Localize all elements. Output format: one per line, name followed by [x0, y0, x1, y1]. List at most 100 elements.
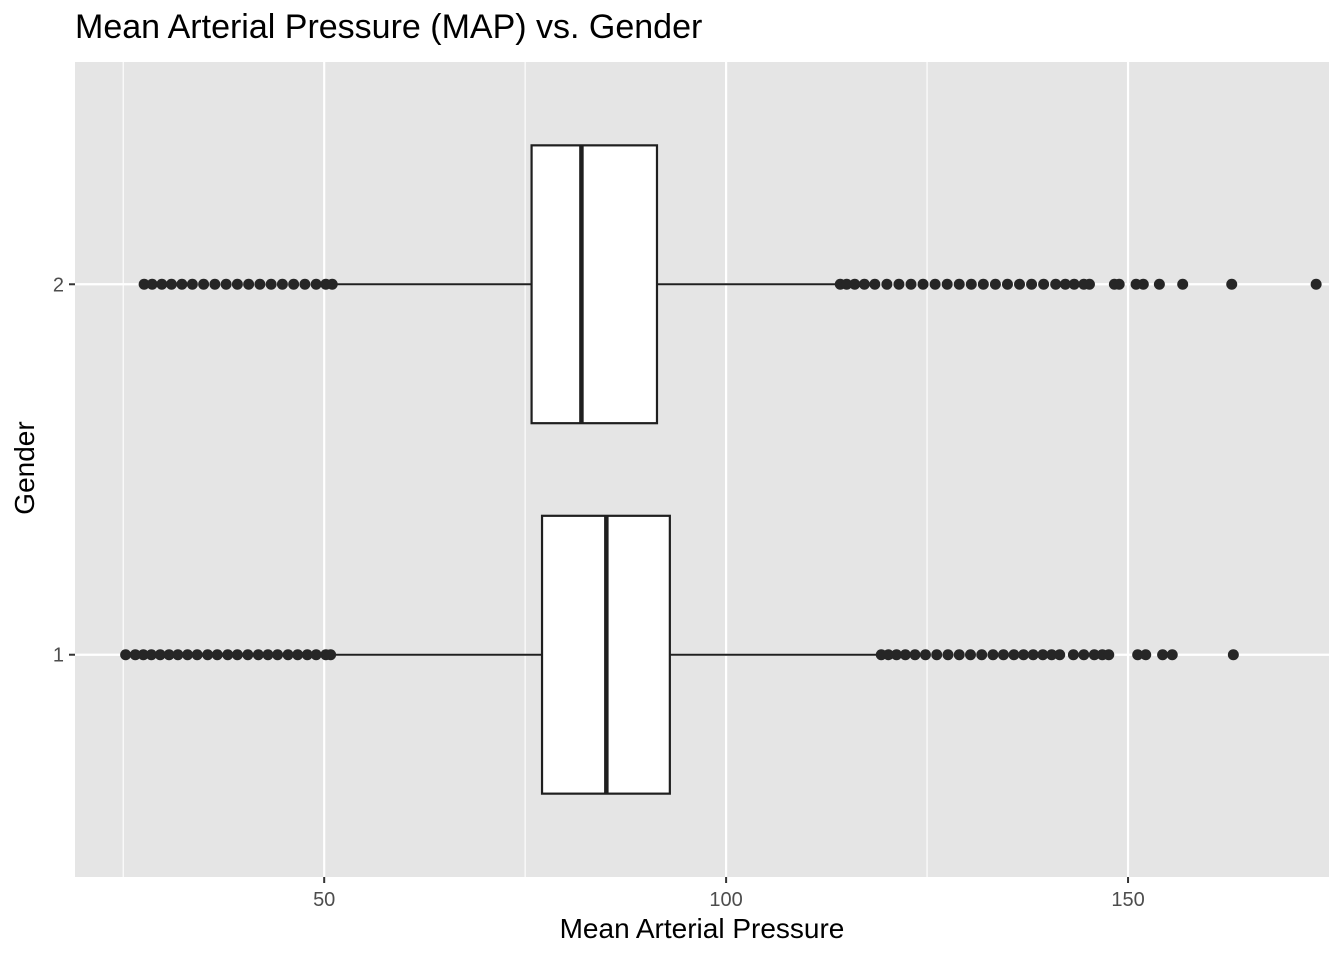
outlier-point: [186, 278, 198, 290]
outlier-point: [893, 278, 905, 290]
y-axis-title: Gender: [9, 421, 40, 515]
outlier-point: [953, 649, 965, 661]
outlier-point: [254, 278, 266, 290]
outlier-point: [941, 278, 953, 290]
outlier-point: [220, 278, 232, 290]
outlier-point: [146, 278, 158, 290]
boxes: [120, 144, 1322, 795]
outlier-point: [989, 278, 1001, 290]
outlier-point: [953, 278, 965, 290]
outlier-point: [243, 278, 255, 290]
outlier-point: [202, 649, 214, 661]
outlier-point: [1113, 278, 1125, 290]
outlier-point: [882, 649, 894, 661]
outlier-point: [129, 649, 141, 661]
outlier-point: [977, 278, 989, 290]
outlier-point: [120, 649, 132, 661]
outlier-point: [265, 278, 277, 290]
outlier-point: [1054, 649, 1066, 661]
outlier-point: [849, 278, 861, 290]
outlier-point: [869, 278, 881, 290]
outlier-point: [145, 649, 157, 661]
outlier-point: [1132, 649, 1144, 661]
outlier-point: [1088, 649, 1100, 661]
outlier-point: [1166, 649, 1178, 661]
outlier-point: [997, 649, 1009, 661]
outlier-point: [1038, 278, 1050, 290]
outlier-point: [310, 649, 322, 661]
outlier-point: [1177, 278, 1189, 290]
outlier-point: [965, 278, 977, 290]
outlier-point: [841, 278, 853, 290]
outlier-point: [1153, 278, 1165, 290]
outlier-point: [931, 649, 943, 661]
outlier-point: [156, 278, 168, 290]
box-group-2: [138, 144, 1322, 425]
outlier-point: [1050, 278, 1062, 290]
outlier-point: [1227, 649, 1239, 661]
outlier-point: [1103, 649, 1115, 661]
outlier-point: [288, 278, 300, 290]
outlier-point: [301, 649, 313, 661]
outlier-point: [1018, 649, 1030, 661]
x-tick-label: 150: [1111, 889, 1144, 911]
outlier-point: [1078, 649, 1090, 661]
outlier-point: [976, 649, 988, 661]
outlier-point: [310, 278, 322, 290]
outlier-point: [1137, 278, 1149, 290]
outlier-point: [276, 278, 288, 290]
x-tick-label: 50: [313, 889, 335, 911]
outlier-point: [909, 649, 921, 661]
outlier-point: [899, 649, 911, 661]
outlier-point: [1027, 649, 1039, 661]
box-group-1: [120, 514, 1239, 795]
x-tick-label: 100: [709, 889, 742, 911]
outlier-point: [222, 649, 234, 661]
outlier-point: [1083, 278, 1095, 290]
outlier-point: [942, 649, 954, 661]
outlier-point: [964, 649, 976, 661]
outlier-point: [1226, 278, 1238, 290]
y-tick-label: 1: [53, 645, 64, 667]
outlier-point: [292, 649, 304, 661]
outlier-point: [262, 649, 274, 661]
outlier-point: [1014, 278, 1026, 290]
outlier-point: [252, 649, 264, 661]
x-axis-title: Mean Arterial Pressure: [559, 913, 845, 944]
outlier-point: [1310, 278, 1322, 290]
outlier-point: [191, 649, 203, 661]
outlier-point: [242, 649, 254, 661]
outlier-point: [326, 278, 338, 290]
outlier-point: [905, 278, 917, 290]
outlier-point: [919, 649, 931, 661]
outlier-point: [299, 278, 311, 290]
outlier-point: [1046, 649, 1058, 661]
outlier-point: [1026, 278, 1038, 290]
outlier-point: [917, 278, 929, 290]
axes: 50 100 150 1 2: [53, 274, 1145, 911]
outlier-point: [1140, 649, 1152, 661]
outlier-point: [209, 278, 221, 290]
outlier-point: [1157, 649, 1169, 661]
outlier-point: [172, 649, 184, 661]
outlier-point: [198, 278, 210, 290]
outlier-point: [231, 649, 243, 661]
outlier-point: [858, 278, 870, 290]
outlier-point: [165, 278, 177, 290]
outlier-point: [182, 649, 194, 661]
chart-title: Mean Arterial Pressure (MAP) vs. Gender: [75, 8, 703, 46]
outlier-point: [272, 649, 284, 661]
outlier-point: [891, 649, 903, 661]
plot-panel: [75, 62, 1329, 877]
outlier-point: [1068, 278, 1080, 290]
outlier-point: [325, 649, 337, 661]
outlier-point: [154, 649, 166, 661]
outlier-point: [1008, 649, 1020, 661]
outlier-point: [1067, 649, 1079, 661]
outlier-point: [137, 649, 149, 661]
outlier-point: [231, 278, 243, 290]
y-tick-label: 2: [53, 274, 64, 296]
outlier-point: [1059, 278, 1071, 290]
outlier-point: [211, 649, 223, 661]
